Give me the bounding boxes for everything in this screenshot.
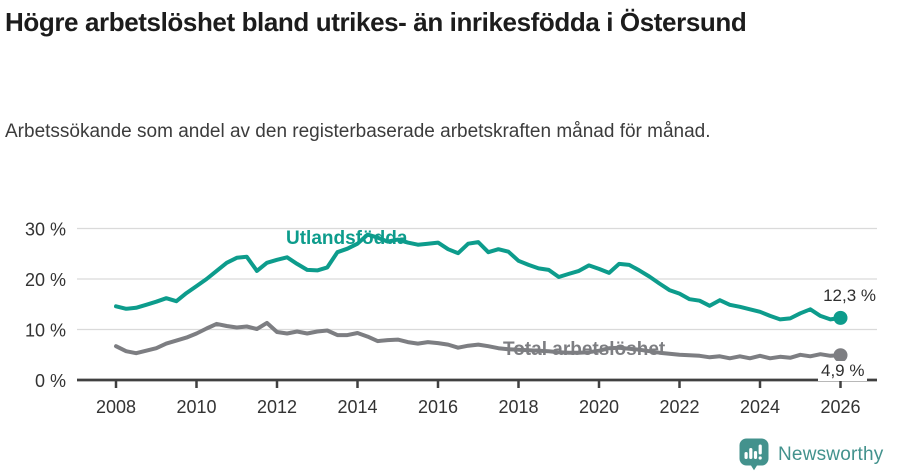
page-subtitle: Arbetssökande som andel av den registerb… bbox=[5, 121, 711, 142]
series-end-dot-1 bbox=[833, 348, 848, 363]
y-tick-label-10: 10 % bbox=[25, 321, 66, 341]
x-tick-label-2026: 2026 bbox=[820, 397, 860, 417]
page-title: Högre arbetslöshet bland utrikes- än inr… bbox=[5, 7, 747, 37]
newsworthy-logo[interactable]: Newsworthy bbox=[739, 438, 883, 471]
x-tick-label-2008: 2008 bbox=[96, 397, 136, 417]
y-tick-label-0: 0 % bbox=[35, 371, 66, 391]
exclamation-dot bbox=[758, 456, 762, 460]
series-line-1 bbox=[114, 320, 843, 361]
x-tick-label-2020: 2020 bbox=[579, 397, 619, 417]
exclamation-bar bbox=[758, 444, 762, 455]
x-tick-label-2022: 2022 bbox=[659, 397, 699, 417]
end-value-label-utlandsfodda: 12,3 % bbox=[823, 286, 876, 305]
x-tick-label-2018: 2018 bbox=[498, 397, 538, 417]
bar-2 bbox=[749, 448, 753, 459]
series-label-total-arbetsloshet: Total arbetslöshet bbox=[503, 339, 666, 360]
y-tick-label-20: 20 % bbox=[25, 270, 66, 290]
brand-wordmark: Newsworthy bbox=[778, 443, 884, 465]
series-line-0 bbox=[114, 232, 843, 322]
bar-1 bbox=[744, 452, 748, 459]
x-tick-label-2012: 2012 bbox=[257, 397, 297, 417]
x-tick-label-2010: 2010 bbox=[176, 397, 216, 417]
x-tick-label-2024: 2024 bbox=[740, 397, 780, 417]
y-tick-label-30: 30 % bbox=[25, 220, 66, 240]
bar-3 bbox=[753, 451, 758, 459]
end-value-label-total: 4,9 % bbox=[818, 361, 868, 381]
series-label-utlandsfodda: Utlandsfödda bbox=[286, 228, 408, 249]
x-tick-label-2016: 2016 bbox=[418, 397, 458, 417]
bar-chart-exclamation-bubble-icon bbox=[739, 438, 769, 471]
series-end-dot-0 bbox=[833, 310, 848, 325]
x-tick-label-2014: 2014 bbox=[337, 397, 377, 417]
